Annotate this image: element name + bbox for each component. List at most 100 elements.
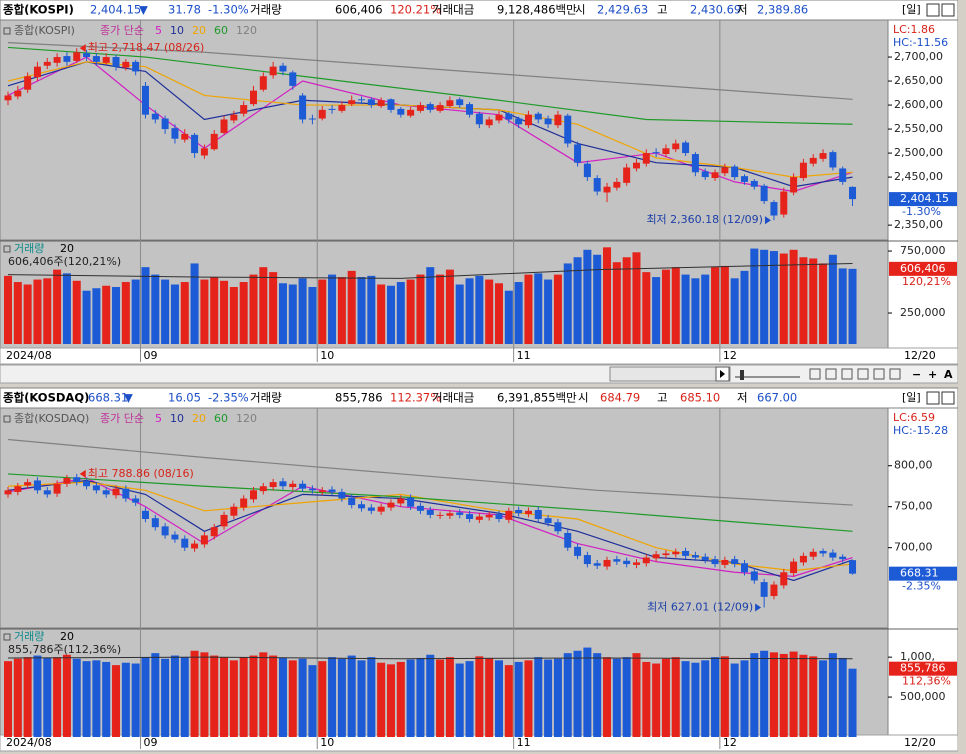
volume-bar — [504, 290, 513, 344]
zoom-thumb[interactable] — [740, 370, 744, 380]
legend-ma-title: 종가 단순 — [100, 24, 144, 37]
candle-body — [819, 153, 827, 159]
header-item: 종합(KOSDAQ) — [3, 391, 89, 405]
legend-name: 종합(KOSPI) — [14, 24, 75, 37]
legend-ma: 120 — [236, 412, 257, 425]
volume-bar — [33, 655, 42, 737]
volume-bar — [769, 652, 778, 737]
tool-icon[interactable] — [809, 368, 821, 380]
volume-bar — [495, 660, 503, 737]
candle-body — [397, 108, 405, 115]
candle-body — [515, 118, 523, 125]
tool-button[interactable]: + — [928, 368, 937, 381]
volume-bar — [23, 284, 32, 344]
header-item: 거래대금 — [432, 3, 474, 17]
volume-bar — [416, 274, 425, 344]
header-item: 668.31 — [88, 391, 128, 405]
scrollbar[interactable] — [609, 366, 731, 382]
candle-body — [456, 99, 464, 106]
x-last-date: 12/20 — [904, 736, 936, 749]
volume-bar — [161, 279, 170, 344]
volume-bar — [652, 277, 661, 344]
max-label: 최고 2,718.47 (08/26) — [88, 41, 205, 54]
legend-ma: 20 — [192, 412, 206, 425]
header-item: 684.79 — [600, 391, 640, 405]
candle-body — [24, 482, 32, 486]
candle-body — [593, 178, 601, 192]
header-item: 120.21% — [390, 3, 441, 17]
tool-button[interactable]: − — [912, 368, 921, 381]
volume-bar — [819, 660, 828, 737]
volume-bar — [583, 647, 592, 737]
candle-body — [250, 90, 257, 105]
candle-body — [112, 57, 120, 67]
volume-bar — [151, 653, 160, 737]
max-label: 최고 788.86 (08/16) — [88, 467, 194, 480]
volume-bar — [720, 265, 729, 344]
volume-bar — [612, 658, 621, 737]
candle-body — [269, 482, 277, 488]
candle-body — [809, 157, 817, 164]
candle-body — [338, 491, 346, 499]
y-tick-label: 2,500,00 — [894, 146, 943, 159]
candle-body — [83, 481, 91, 487]
header-item: 고 — [657, 391, 668, 405]
header-item: 685.10 — [680, 391, 720, 405]
view-label[interactable]: [일] — [902, 390, 921, 404]
candle-body — [92, 485, 100, 491]
candle-body — [377, 100, 385, 107]
volume-bar — [426, 654, 435, 737]
volume-bar — [259, 652, 268, 737]
view-label[interactable]: [일] — [902, 2, 921, 16]
volume-bar — [4, 275, 12, 344]
candle-body — [63, 478, 71, 484]
volume-bar — [53, 657, 62, 737]
header-item: -1.30% — [208, 3, 249, 17]
candle-body — [181, 538, 189, 548]
tool-icon[interactable] — [873, 368, 885, 380]
candle-body — [741, 176, 748, 182]
candle-body — [790, 177, 798, 193]
candle-body — [171, 128, 179, 139]
candle-body — [122, 61, 130, 68]
volume-bar — [504, 665, 513, 737]
restore-button[interactable] — [926, 391, 940, 405]
tool-icon[interactable] — [857, 368, 869, 380]
candle-body — [574, 546, 582, 556]
volume-bar — [603, 657, 612, 737]
close-button[interactable] — [941, 391, 955, 405]
tool-icon[interactable] — [889, 368, 901, 380]
candle-body — [210, 133, 218, 150]
volume-bar — [92, 660, 101, 737]
volume-bar — [200, 279, 209, 344]
min-arrow — [755, 603, 762, 612]
candle-body — [682, 550, 690, 556]
volume-bar — [622, 657, 631, 737]
restore-button[interactable] — [926, 3, 940, 17]
last-volume: 606,406 — [900, 262, 946, 275]
volume-bar — [337, 658, 346, 737]
volume-bar — [33, 279, 42, 344]
volume-period: 20 — [60, 630, 74, 643]
volume-bar — [82, 290, 91, 344]
legend-ma: 5 — [155, 412, 162, 425]
close-button[interactable] — [941, 3, 955, 17]
candle-body — [809, 551, 817, 557]
tool-button[interactable]: A — [944, 368, 953, 381]
tool-icon[interactable] — [825, 368, 837, 380]
last-volume-change: 112,36% — [902, 675, 951, 688]
last-volume: 855,786 — [900, 662, 946, 675]
candle-body — [741, 563, 748, 573]
candle-body — [407, 109, 415, 116]
volume-bar — [809, 656, 818, 737]
candle-body — [524, 510, 532, 515]
volume-bar — [318, 661, 327, 737]
tool-icon[interactable] — [841, 368, 853, 380]
volume-bar — [701, 274, 710, 344]
candle-body — [367, 507, 375, 511]
volume-bar — [308, 286, 317, 344]
volume-bar — [632, 252, 641, 344]
candle-body — [446, 100, 454, 107]
candle-body — [682, 142, 690, 154]
last-volume-box — [889, 261, 957, 276]
